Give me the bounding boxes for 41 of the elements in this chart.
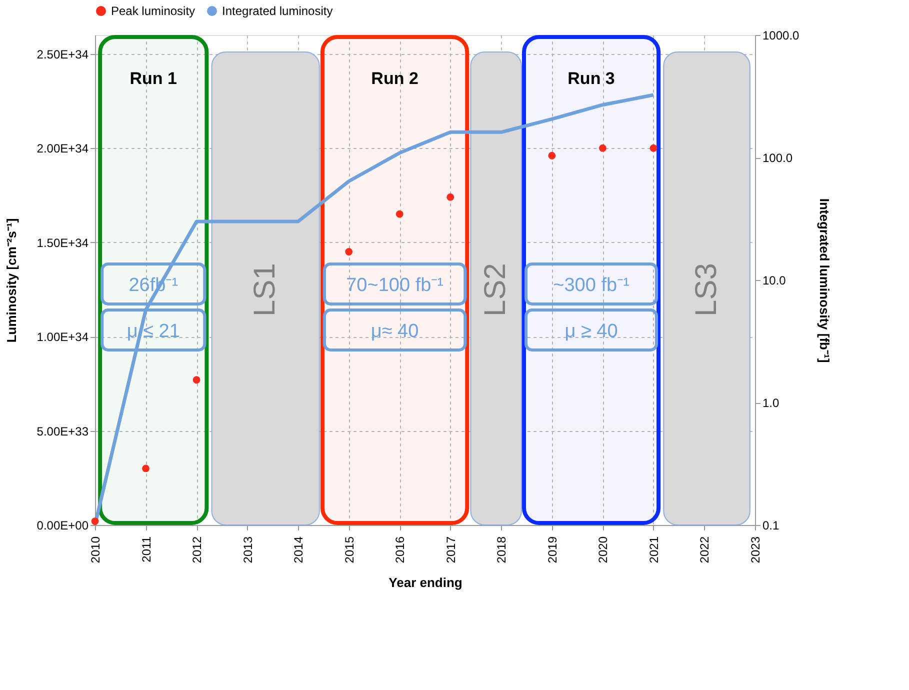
y-axis-title: Luminosity [cm⁻²s⁻¹]	[4, 218, 19, 343]
y-tick-label: 2.00E+34	[36, 142, 89, 156]
x-tick-label: 2016	[393, 536, 408, 564]
x-tick-label: 2022	[698, 536, 712, 564]
y2-tick-label: 1000.0	[762, 28, 800, 42]
y-tick-label: 1.00E+34	[36, 330, 89, 344]
y-tick-label: 1.50E+34	[36, 236, 89, 250]
y-tick-label: 5.00E+33	[36, 424, 89, 438]
x-tick-label: 2012	[190, 536, 204, 564]
annotation: μ ≤ 21	[126, 321, 180, 342]
x-tick-label: 2014	[292, 536, 306, 564]
band-label: LS2	[479, 263, 512, 316]
x-tick-label: 2011	[139, 536, 154, 562]
y2-tick-label: 1.0	[762, 396, 780, 410]
y2-tick-label: 0.1	[762, 518, 780, 532]
annotation: ~300 fb⁻¹	[553, 275, 630, 296]
x-tick-label: 2013	[240, 536, 255, 564]
y2-tick-label: 10.0	[762, 274, 786, 288]
band-label: Run 1	[130, 69, 177, 88]
x-tick-label: 2023	[748, 536, 762, 564]
x-tick-label: 2020	[596, 536, 610, 564]
band-label: Run 2	[371, 69, 418, 88]
legend-label: Integrated luminosity	[222, 4, 333, 18]
band-label: LS3	[690, 263, 723, 316]
y2-tick-label: 100.0	[762, 151, 793, 165]
x-tick-label: 2019	[545, 536, 560, 564]
legend-label: Peak luminosity	[111, 4, 196, 18]
band-label: Run 3	[568, 69, 615, 88]
y2-axis-title: Integrated luminosity [fb⁻¹]	[817, 198, 832, 363]
y-tick-label: 0.00E+00	[36, 518, 89, 532]
x-axis-title: Year ending	[388, 575, 462, 590]
x-tick-label: 2021	[646, 536, 661, 564]
x-tick-label: 2010	[88, 536, 102, 564]
x-tick-label: 2017	[444, 536, 458, 564]
x-tick-label: 2018	[494, 536, 509, 564]
y-tick-label: 2.50E+34	[36, 47, 89, 62]
band-label: LS1	[248, 263, 282, 316]
annotation: μ ≥ 40	[564, 321, 618, 342]
annotation: 70~100 fb⁻¹	[346, 275, 444, 296]
x-tick-label: 2015	[342, 536, 356, 564]
annotation: μ≈ 40	[370, 321, 419, 342]
